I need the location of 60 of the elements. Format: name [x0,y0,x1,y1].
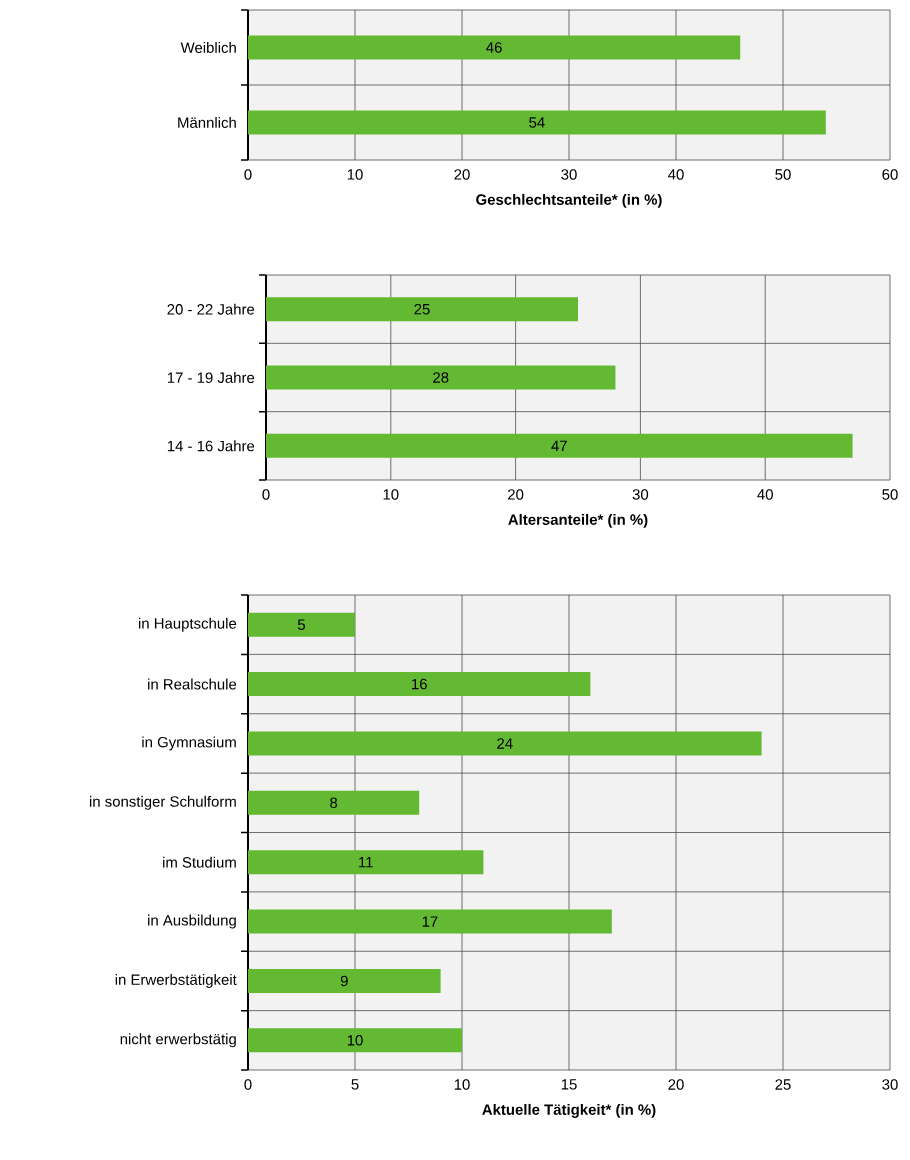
data-label: 9 [340,975,348,987]
data-label: 46 [486,42,502,53]
y-tick-label: in Gymnasium [142,736,236,751]
bar [248,731,762,756]
x-tick-label: 40 [668,169,684,180]
data-label: 24 [497,738,513,749]
y-tick-label: Männlich [178,117,236,128]
x-tick-label: 30 [561,169,577,180]
y-tick-label: in Ausbildung [148,914,236,929]
x-tick-label: 20 [668,1079,684,1090]
x-tick-label: 20 [508,489,524,500]
x-tick-label: 10 [454,1079,470,1090]
data-label: 28 [433,372,449,383]
x-tick-label: 50 [882,489,898,500]
x-tick-label: 5 [351,1079,359,1090]
bar [266,433,853,458]
y-tick-label: 14 - 16 Jahre [167,440,255,452]
x-tick-label: 15 [561,1079,577,1090]
bar [248,672,591,697]
x-tick-label: 25 [775,1079,791,1090]
x-tick-label: 30 [882,1079,898,1090]
data-label: 16 [412,678,427,690]
data-label: 5 [297,619,306,630]
x-tick-label: 30 [632,489,649,500]
data-label: 54 [529,117,545,128]
bar [248,909,612,934]
y-tick-label: im Studium [163,856,236,868]
y-tick-label: Weiblich [180,42,236,53]
x-tick-label: 10 [347,169,363,180]
y-tick-label: in Realschule [148,678,237,690]
y-tick-label: in sonstiger Schulform [89,795,236,810]
x-tick-label: 60 [882,169,898,180]
x-axis-title: Altersanteile* (in %) [508,513,648,528]
bar [248,612,355,637]
x-tick-label: 20 [454,169,470,180]
data-label: 8 [330,797,338,809]
bar [266,297,578,322]
x-axis-title: Geschlechtsanteile* (in %) [476,193,662,208]
bar [248,850,484,875]
data-label: 47 [551,440,567,451]
bar [248,968,441,993]
data-label: 10 [347,1035,363,1046]
bar [248,1028,462,1053]
bar [266,365,616,390]
data-label: 25 [414,303,430,315]
x-tick-label: 50 [775,169,791,180]
x-tick-label: 0 [244,169,252,180]
y-tick-label: in Hauptschule [138,617,237,632]
y-tick-label: 20 - 22 Jahre [167,303,255,315]
y-tick-label: nicht erwerbstätig [120,1033,236,1048]
x-axis-title: Aktuelle Tätigkeit* (in %) [482,1103,656,1118]
x-tick-label: 40 [757,489,773,500]
data-label: 11 [359,857,373,868]
x-tick-label: 0 [262,489,270,500]
bar [248,790,420,815]
data-label: 17 [422,916,438,927]
x-tick-label: 0 [244,1079,252,1090]
y-tick-label: in Erwerbstätigkeit [115,973,237,988]
x-tick-label: 10 [383,489,399,500]
y-tick-label: 17 - 19 Jahre [167,372,255,383]
